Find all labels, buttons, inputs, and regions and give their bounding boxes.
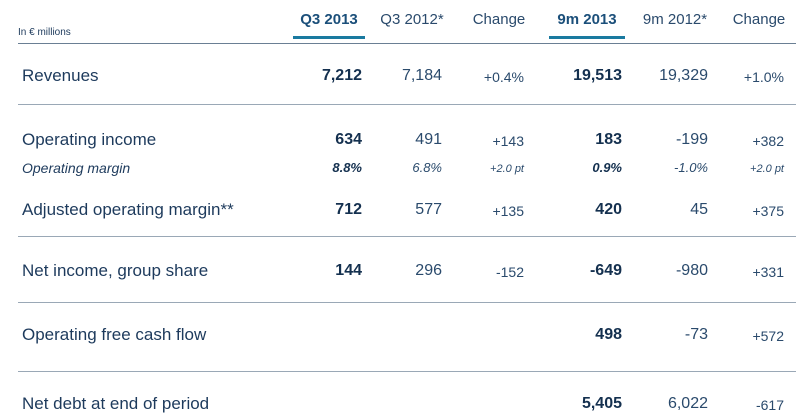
header-q3-2012: Q3 2012* [380, 11, 444, 28]
cell-operating-income-change-q3: +143 [492, 133, 524, 149]
cell-net-debt-9m-2012: 6,022 [667, 395, 708, 412]
cell-operating-margin-q3-2012: 6.8% [412, 160, 442, 175]
cell-adjusted-margin-q3-2013: 712 [335, 201, 362, 218]
row-label-revenues: Revenues [22, 66, 99, 85]
cell-revenues-q3-2012: 7,184 [401, 67, 442, 84]
cell-adjusted-margin-change-9m: +375 [752, 203, 784, 219]
cell-net-income-9m-2012: -980 [675, 262, 708, 279]
cell-net-debt-change-9m: -617 [755, 397, 784, 413]
cell-revenues-9m-2013: 19,513 [573, 67, 622, 84]
cell-operating-income-change-9m: +382 [752, 133, 784, 149]
cell-net-debt-9m-2013: 5,405 [581, 395, 622, 412]
row-label-operating-income: Operating income [22, 130, 157, 149]
cell-operating-income-9m-2013: 183 [595, 131, 622, 148]
cell-adjusted-margin-9m-2012: 45 [690, 201, 708, 218]
cell-operating-income-q3-2012: 491 [415, 131, 442, 148]
cell-operating-income-q3-2013: 634 [335, 131, 362, 148]
cell-operating-margin-q3-2013: 8.8% [332, 160, 362, 175]
cell-adjusted-margin-q3-2012: 577 [415, 201, 442, 218]
header-9m-2013-underline [549, 36, 625, 39]
cell-net-income-change-9m: +331 [752, 264, 784, 280]
header-change-q3: Change [472, 11, 526, 28]
row-separator [18, 302, 796, 303]
cell-revenues-9m-2012: 19,329 [659, 67, 708, 84]
header-q3-2013-underline [293, 36, 365, 39]
cell-revenues-change-9m: +1.0% [743, 69, 784, 85]
row-label-net-debt: Net debt at end of period [22, 394, 210, 413]
cell-fcf-change-9m: +572 [752, 328, 784, 344]
cell-net-income-q3-2013: 144 [335, 262, 362, 279]
row-separator [18, 236, 796, 237]
header-separator [18, 43, 796, 44]
cell-revenues-change-q3: +0.4% [483, 69, 524, 85]
unit-label: In € millions [18, 27, 71, 38]
cell-net-income-q3-2012: 296 [415, 262, 442, 279]
cell-operating-income-9m-2012: -199 [675, 131, 708, 148]
cell-adjusted-margin-9m-2013: 420 [595, 201, 622, 218]
cell-operating-margin-change-q3: +2.0 pt [490, 163, 524, 175]
cell-operating-margin-9m-2012: -1.0% [674, 160, 708, 175]
cell-operating-margin-change-9m: +2.0 pt [750, 163, 784, 175]
cell-net-income-9m-2013: -649 [589, 262, 622, 279]
row-separator [18, 104, 796, 105]
cell-fcf-9m-2012: -73 [684, 326, 708, 343]
header-9m-2012: 9m 2012* [642, 11, 708, 28]
row-label-operating-free-cash-flow: Operating free cash flow [22, 325, 207, 344]
header-q3-2013: Q3 2013 [300, 11, 358, 28]
row-label-adjusted-operating-margin: Adjusted operating margin** [22, 200, 234, 219]
cell-operating-margin-9m-2013: 0.9% [592, 160, 622, 175]
row-label-operating-margin: Operating margin [22, 160, 131, 176]
row-label-net-income: Net income, group share [22, 261, 209, 280]
header-change-9m: Change [732, 11, 786, 28]
cell-revenues-q3-2013: 7,212 [321, 67, 362, 84]
row-separator [18, 371, 796, 372]
header-9m-2013: 9m 2013 [557, 11, 617, 28]
cell-fcf-9m-2013: 498 [595, 326, 622, 343]
cell-net-income-change-q3: -152 [495, 264, 524, 280]
cell-adjusted-margin-change-q3: +135 [492, 203, 524, 219]
